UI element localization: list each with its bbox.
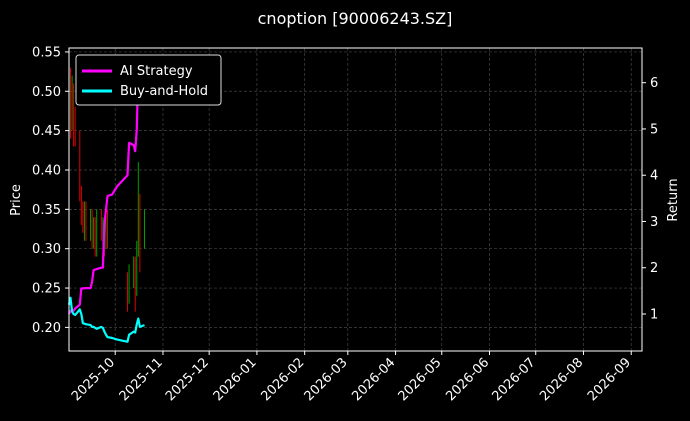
plot-frame xyxy=(68,47,643,352)
y2-tick-label: 5 xyxy=(650,122,658,137)
y-tick-label: 0.55 xyxy=(32,45,61,60)
y2-tick-label: 3 xyxy=(650,215,658,230)
y-tick-label: 0.30 xyxy=(32,242,61,257)
legend-label-buy-and-hold: Buy-and-Hold xyxy=(120,84,208,99)
y-tick-label: 0.35 xyxy=(32,203,61,218)
y-tick-label: 0.45 xyxy=(32,124,61,139)
series-line-ai-strategy xyxy=(68,65,146,315)
y2-axis-title: Return xyxy=(666,178,681,221)
return-lines xyxy=(67,65,146,343)
legend-label-ai-strategy: AI Strategy xyxy=(120,64,193,79)
legend: AI Strategy Buy-and-Hold xyxy=(75,54,222,106)
y-axis-title: Price xyxy=(9,184,24,216)
y-tick-label: 0.20 xyxy=(32,321,61,336)
y-axis-right: 1 2 3 4 5 6 xyxy=(642,76,658,322)
y2-tick-label: 6 xyxy=(650,76,658,91)
y-tick-label: 0.40 xyxy=(32,163,61,178)
y2-tick-label: 1 xyxy=(650,307,658,322)
y-axis-left: 0.20 0.25 0.30 0.35 0.40 0.45 0.50 0.55 xyxy=(32,45,69,336)
y2-tick-label: 2 xyxy=(650,261,658,276)
legend-box xyxy=(75,54,222,106)
chart-title: cnoption [90006243.SZ] xyxy=(258,9,453,28)
series-line-buy-and-hold xyxy=(67,296,145,343)
y2-tick-label: 4 xyxy=(650,169,658,184)
y-tick-label: 0.50 xyxy=(32,85,61,100)
y-tick-label: 0.25 xyxy=(32,282,61,297)
